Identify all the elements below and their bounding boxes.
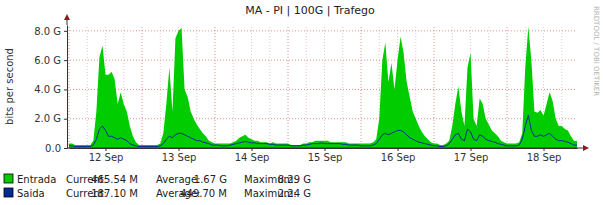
legend-swatch xyxy=(4,188,13,197)
y-tick-mark xyxy=(64,60,67,61)
legend-stat-value: 187.10 M xyxy=(91,188,138,199)
x-tick-label: 16 Sep xyxy=(381,152,416,163)
y-tick-mark xyxy=(64,89,67,90)
grid-line-x xyxy=(87,25,88,148)
y-tick-label: 6.0 G xyxy=(34,55,61,66)
grid-line-x xyxy=(160,25,161,148)
legend-swatch xyxy=(4,174,13,183)
legend-stat-value: 1.67 G xyxy=(194,174,227,185)
grid-line-y xyxy=(67,118,577,119)
grid-line-x xyxy=(507,25,508,148)
x-tick-label: 14 Sep xyxy=(235,152,270,163)
watermark: RRDTOOL / TOBI OETIKER xyxy=(592,6,600,96)
x-tick: 14 Sep xyxy=(235,148,270,163)
y-tick: 6.0 G xyxy=(34,55,67,66)
grid-line-x xyxy=(306,25,307,148)
y-label: bits per second xyxy=(4,48,15,125)
y-tick-label: 2.0 G xyxy=(34,113,61,124)
legend-stat-value: 449.70 M xyxy=(180,188,227,199)
grid-line-x xyxy=(69,25,70,148)
grid xyxy=(67,25,577,148)
x-tick: 18 Sep xyxy=(527,148,562,163)
y-tick-mark xyxy=(64,148,67,149)
y-tick-mark xyxy=(64,31,67,32)
grid-line-x xyxy=(324,25,325,148)
x-tick-label: 12 Sep xyxy=(89,152,124,163)
grid-line-x xyxy=(233,25,234,148)
x-tick: 16 Sep xyxy=(381,148,416,163)
grid-line-y xyxy=(67,30,577,31)
x-tick-label: 15 Sep xyxy=(308,152,343,163)
y-tick: 8.0 G xyxy=(34,26,67,37)
area-0 xyxy=(69,27,577,148)
grid-line-x xyxy=(269,25,270,148)
grid-line-x xyxy=(361,25,362,148)
grid-line-x xyxy=(434,25,435,148)
y-axis-line xyxy=(67,26,68,149)
grid-line-x xyxy=(288,25,289,148)
x-axis-base xyxy=(67,148,583,149)
grid-line-x xyxy=(251,25,252,148)
chart: 0.0 2.0 G 4.0 G 6.0 G 8.0 G 12 Sep 13 Sep 14 Se… xyxy=(0,0,603,205)
title: MA - PI | 100G | Trafego xyxy=(245,4,375,17)
grid-line-y xyxy=(67,89,577,90)
y-tick: 0.0 xyxy=(45,143,67,154)
legend-label: Saida xyxy=(17,188,45,199)
legend-stat-value: 2.24 G xyxy=(278,188,311,199)
grid-line-y xyxy=(67,60,577,61)
y-tick-mark xyxy=(64,119,67,120)
y-tick-label: 4.0 G xyxy=(34,84,61,95)
y-tick: 2.0 G xyxy=(34,113,67,124)
plot-area xyxy=(69,27,577,148)
y-axis: 0.0 2.0 G 4.0 G 6.0 G 8.0 G xyxy=(34,26,67,154)
y-tick-label: 0.0 xyxy=(45,143,61,154)
legend: EntradaCurrent:465.54 MAverage:1.67 GMax… xyxy=(4,174,311,199)
y-tick: 4.0 G xyxy=(34,84,67,95)
x-tick: 13 Sep xyxy=(162,148,197,163)
x-tick: 15 Sep xyxy=(308,148,343,163)
grid-line-x xyxy=(142,25,143,148)
x-tick-label: 17 Sep xyxy=(454,152,489,163)
legend-label: Entrada xyxy=(17,174,56,185)
legend-stat-value: 8.29 G xyxy=(278,174,311,185)
line-1 xyxy=(69,115,577,146)
x-tick: 17 Sep xyxy=(454,148,489,163)
x-tick: 12 Sep xyxy=(89,148,124,163)
y-arrow xyxy=(64,14,70,20)
x-axis: 12 Sep 13 Sep 14 Sep 15 Sep 16 Sep 17 Sep 18 S… xyxy=(70,148,578,163)
grid-line-x xyxy=(215,25,216,148)
x-tick-label: 13 Sep xyxy=(162,152,197,163)
y-axis-extension xyxy=(67,20,68,25)
y-tick-label: 8.0 G xyxy=(34,26,61,37)
background xyxy=(0,0,603,205)
legend-stat-value: 465.54 M xyxy=(91,174,138,185)
grid-line-x xyxy=(342,25,343,148)
x-tick-label: 18 Sep xyxy=(527,152,562,163)
x-arrow xyxy=(583,145,589,151)
